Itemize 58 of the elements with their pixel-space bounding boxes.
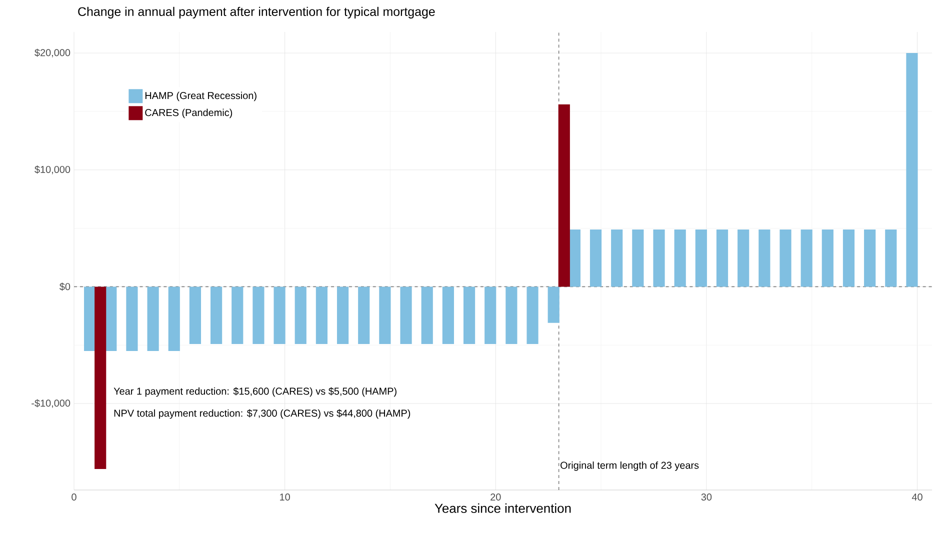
bar — [294, 286, 306, 344]
bar — [780, 229, 792, 287]
x-tick-label: 30 — [701, 494, 712, 501]
y-tick-label: $20,000 — [34, 48, 70, 58]
bar — [822, 229, 834, 287]
bar — [94, 286, 106, 469]
x-axis-title: Years since intervention — [434, 503, 571, 513]
annotation: Year 1 payment reduction: $15,600 (CARES) vs $5,500 (HAMP) — [114, 387, 396, 397]
y-tick-label: -$10,000 — [32, 399, 70, 408]
bar — [379, 286, 391, 344]
bar — [548, 286, 560, 323]
bar — [885, 229, 897, 287]
bar — [842, 229, 855, 287]
bar — [716, 229, 728, 287]
bar — [526, 286, 538, 344]
bar — [358, 286, 370, 344]
bar — [906, 53, 918, 287]
ref-line-label: Original term length of 23 years — [560, 462, 699, 471]
bar — [126, 286, 138, 351]
bar — [568, 229, 580, 287]
bar — [484, 286, 496, 344]
bar — [252, 286, 264, 344]
bar — [463, 286, 476, 344]
bar — [758, 229, 770, 287]
bar — [147, 286, 159, 351]
bar — [558, 104, 570, 287]
bar — [611, 229, 623, 287]
bar — [105, 286, 117, 351]
bar — [864, 229, 876, 287]
bar — [274, 286, 286, 344]
annotation: NPV total payment reduction: $7,300 (CARES) vs $44,800 (HAMP) — [114, 409, 410, 419]
bar — [442, 286, 454, 344]
bar — [506, 286, 518, 344]
bar — [400, 286, 412, 344]
bar — [632, 229, 644, 287]
y-tick-label: $10,000 — [34, 166, 70, 174]
x-tick-label: 0 — [72, 494, 76, 501]
bar — [336, 286, 349, 344]
bar — [674, 229, 686, 287]
bar — [210, 286, 222, 344]
x-tick-label: 20 — [490, 494, 501, 501]
x-tick-label: 40 — [912, 494, 922, 501]
bar — [84, 286, 96, 351]
bar — [800, 229, 812, 287]
y-tick-label: $0 — [60, 282, 70, 291]
bar — [738, 229, 750, 287]
bar — [168, 286, 180, 351]
x-tick-label: 10 — [280, 494, 290, 501]
bar — [590, 229, 602, 287]
legend-label: CARES (Pandemic) — [145, 108, 232, 118]
bar — [653, 229, 665, 287]
bar — [421, 286, 433, 344]
legend-label: HAMP (Great Recession) — [145, 92, 256, 102]
bar — [232, 286, 244, 344]
chart-title: Change in annual payment after intervention for typical mortgage — [78, 6, 435, 18]
bar — [189, 286, 202, 344]
bar — [695, 229, 707, 287]
bar — [316, 286, 328, 344]
